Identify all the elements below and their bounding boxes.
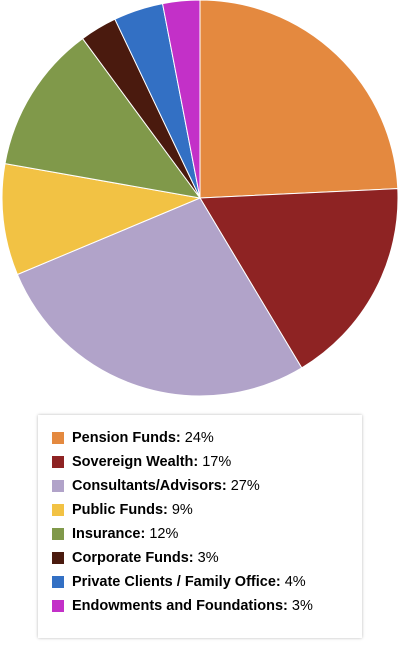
pie-chart	[1, 0, 399, 397]
legend-label: Endowments and Foundations:	[72, 598, 288, 614]
legend-item: Corporate Funds: 3%	[52, 546, 362, 570]
legend-label: Insurance:	[72, 526, 146, 542]
legend-value: 12%	[149, 526, 179, 542]
pie-slice-consultants-advisors	[16, 197, 303, 397]
legend-label: Private Clients / Family Office:	[72, 574, 281, 590]
pie-slice-sovereign-wealth	[199, 188, 399, 369]
pie-slice-pension-funds	[199, 0, 399, 199]
legend-item: Endowments and Foundations: 3%	[52, 594, 362, 618]
pie-slice-endowments-and-foundations	[161, 0, 201, 199]
legend-value: 17%	[202, 454, 232, 470]
legend-label: Consultants/Advisors:	[72, 478, 227, 494]
legend-swatch	[52, 432, 64, 444]
legend-swatch	[52, 456, 64, 468]
legend-label: Pension Funds:	[72, 430, 181, 446]
legend-value: 3%	[197, 550, 219, 566]
pie-slice-insurance	[4, 37, 202, 199]
legend-swatch	[52, 552, 64, 564]
legend-item: Private Clients / Family Office: 4%	[52, 570, 362, 594]
legend-item: Insurance: 12%	[52, 522, 362, 546]
legend-value: 9%	[171, 502, 193, 518]
legend-swatch	[52, 528, 64, 540]
legend-label: Public Funds:	[72, 502, 168, 518]
legend-label: Corporate Funds:	[72, 550, 194, 566]
chart-legend: Pension Funds: 24% Sovereign Wealth: 17% Con…	[38, 415, 362, 638]
legend-label: Sovereign Wealth:	[72, 454, 199, 470]
legend-value: 24%	[184, 430, 214, 446]
legend-swatch	[52, 576, 64, 588]
legend-value: 3%	[291, 598, 313, 614]
legend-value: 27%	[230, 478, 260, 494]
legend-swatch	[52, 504, 64, 516]
legend-item: Consultants/Advisors: 27%	[52, 474, 362, 498]
legend-value: 4%	[284, 574, 306, 590]
legend-swatch	[52, 600, 64, 612]
legend-item: Sovereign Wealth: 17%	[52, 450, 362, 474]
legend-swatch	[52, 480, 64, 492]
legend-item: Pension Funds: 24%	[52, 426, 362, 450]
legend-item: Public Funds: 9%	[52, 498, 362, 522]
pie-slice-public-funds	[1, 163, 202, 276]
